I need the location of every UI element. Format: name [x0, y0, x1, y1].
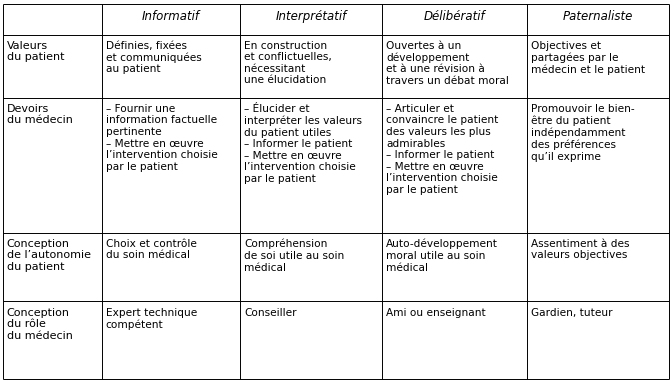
Text: – Élucider et
interpréter les valeurs
du patient utiles
– Informer le patient
– : – Élucider et interpréter les valeurs du… [244, 104, 362, 184]
Text: Assentiment à des
valeurs objectives: Assentiment à des valeurs objectives [531, 239, 630, 261]
Text: Interprétatif: Interprétatif [276, 10, 347, 23]
Text: Ouvertes à un
développement
et à une révision à
travers un débat moral: Ouvertes à un développement et à une rév… [386, 41, 509, 86]
Text: Définies, fixées
et communiquées
au patient: Définies, fixées et communiquées au pati… [106, 41, 202, 74]
Text: En construction
et conflictuelles,
nécessitant
une élucidation: En construction et conflictuelles, néces… [244, 41, 332, 85]
Text: Objectives et
partagées par le
médecin et le patient: Objectives et partagées par le médecin e… [531, 41, 645, 75]
Text: Ami ou enseignant: Ami ou enseignant [386, 307, 486, 317]
Text: – Fournir une
information factuelle
pertinente
– Mettre en œuvre
l’intervention : – Fournir une information factuelle pert… [106, 104, 218, 172]
Text: Valeurs
du patient: Valeurs du patient [7, 41, 65, 62]
Text: Auto-développement
moral utile au soin
médical: Auto-développement moral utile au soin m… [386, 239, 498, 272]
Text: Conception
du rôle
du médecin: Conception du rôle du médecin [7, 307, 73, 341]
Text: Choix et contrôle
du soin médical: Choix et contrôle du soin médical [106, 239, 197, 261]
Text: Expert technique
compétent: Expert technique compétent [106, 307, 197, 330]
Text: Gardien, tuteur: Gardien, tuteur [531, 307, 612, 317]
Text: Compréhension
de soi utile au soin
médical: Compréhension de soi utile au soin médic… [244, 239, 345, 272]
Text: – Articuler et
convaincre le patient
des valeurs les plus
admirables
– Informer : – Articuler et convaincre le patient des… [386, 104, 499, 195]
Text: Informatif: Informatif [142, 10, 200, 23]
Text: Conseiller: Conseiller [244, 307, 297, 317]
Text: Délibératif: Délibératif [423, 10, 485, 23]
Text: Paternaliste: Paternaliste [562, 10, 633, 23]
Text: Devoirs
du médecin: Devoirs du médecin [7, 104, 73, 125]
Text: Conception
de l’autonomie
du patient: Conception de l’autonomie du patient [7, 239, 91, 272]
Text: Promouvoir le bien-
être du patient
indépendamment
des préférences
qu’il exprime: Promouvoir le bien- être du patient indé… [531, 104, 634, 162]
